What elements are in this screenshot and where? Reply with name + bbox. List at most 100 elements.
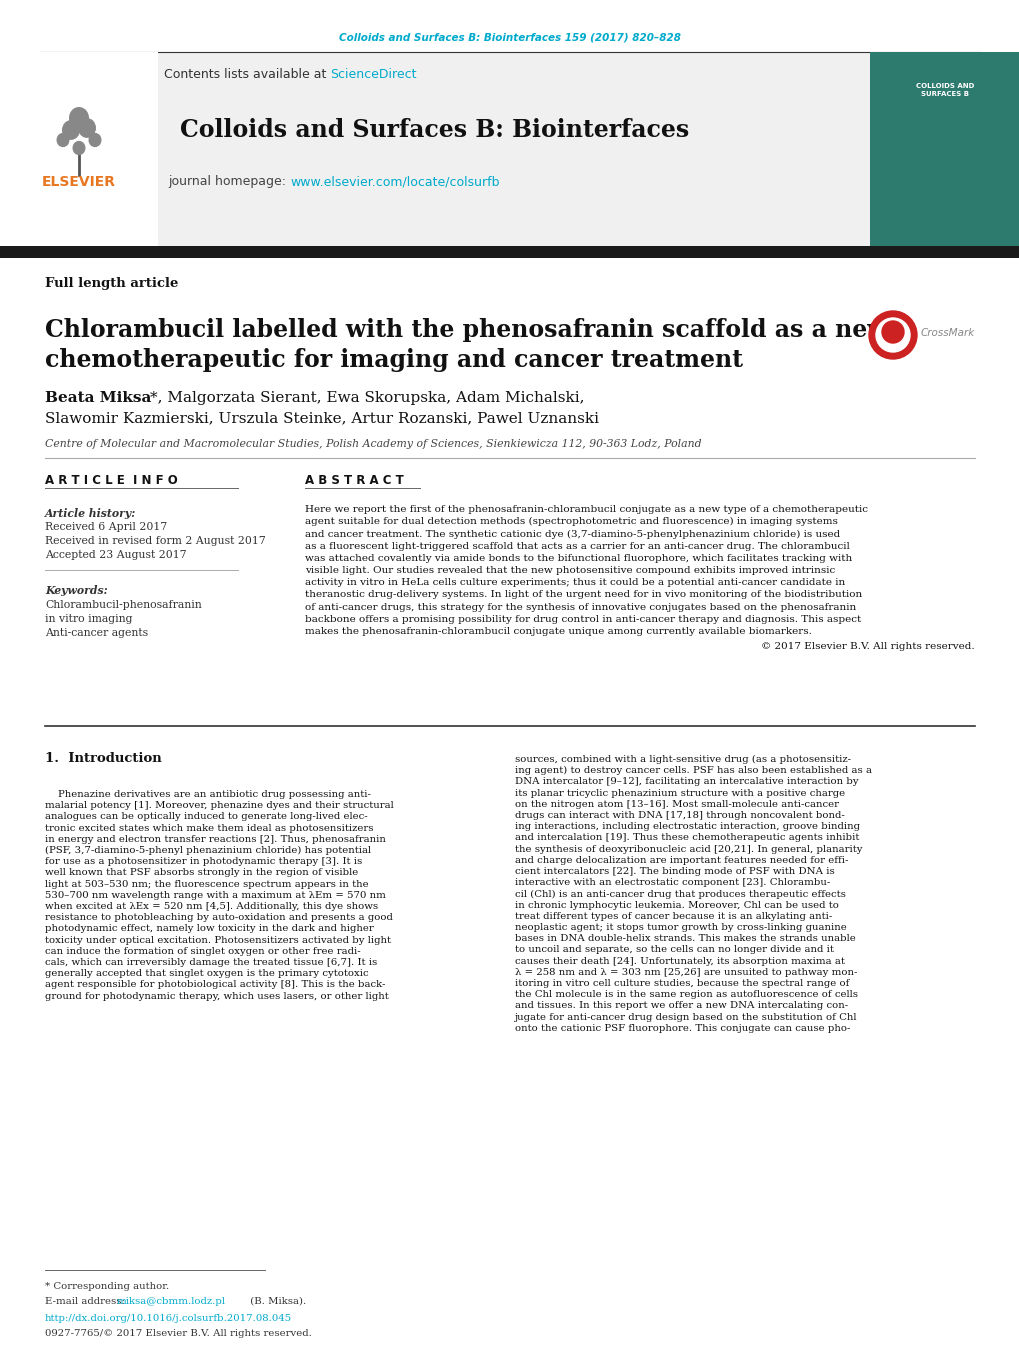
Text: COLLOIDS AND
SURFACES B: COLLOIDS AND SURFACES B	[915, 82, 973, 97]
Text: as a fluorescent light-triggered scaffold that acts as a carrier for an anti-can: as a fluorescent light-triggered scaffol…	[305, 542, 849, 551]
Text: on the nitrogen atom [13–16]. Most small-molecule anti-cancer: on the nitrogen atom [13–16]. Most small…	[515, 800, 839, 809]
Text: A B S T R A C T: A B S T R A C T	[305, 473, 404, 486]
Ellipse shape	[77, 118, 96, 138]
Text: toxicity under optical excitation. Photosensitizers activated by light: toxicity under optical excitation. Photo…	[45, 936, 390, 944]
Text: Full length article: Full length article	[45, 277, 178, 289]
Text: Chlorambucil labelled with the phenosafranin scaffold as a new
chemotherapeutic : Chlorambucil labelled with the phenosafr…	[45, 317, 887, 373]
Text: and cancer treatment. The synthetic cationic dye (3,7-diamino-5-phenylphenaziniu: and cancer treatment. The synthetic cati…	[305, 530, 840, 539]
Text: backbone offers a promising possibility for drug control in anti-cancer therapy : backbone offers a promising possibility …	[305, 615, 860, 624]
Text: cals, which can irreversibly damage the treated tissue [6,7]. It is: cals, which can irreversibly damage the …	[45, 958, 377, 967]
Circle shape	[868, 311, 916, 359]
Text: http://dx.doi.org/10.1016/j.colsurfb.2017.08.045: http://dx.doi.org/10.1016/j.colsurfb.201…	[45, 1315, 291, 1323]
Text: λ = 258 nm and λ = 303 nm [25,26] are unsuited to pathway mon-: λ = 258 nm and λ = 303 nm [25,26] are un…	[515, 967, 857, 977]
Text: DNA intercalator [9–12], facilitating an intercalative interaction by: DNA intercalator [9–12], facilitating an…	[515, 777, 858, 786]
Ellipse shape	[56, 132, 69, 147]
Text: the Chl molecule is in the same region as autofluorescence of cells: the Chl molecule is in the same region a…	[515, 990, 857, 1000]
Text: makes the phenosafranin-chlorambucil conjugate unique among currently available : makes the phenosafranin-chlorambucil con…	[305, 627, 811, 636]
Text: Colloids and Surfaces B: Biointerfaces 159 (2017) 820–828: Colloids and Surfaces B: Biointerfaces 1…	[338, 32, 681, 43]
Text: tronic excited states which make them ideal as photosensitizers: tronic excited states which make them id…	[45, 824, 373, 832]
Text: theranostic drug-delivery systems. In light of the urgent need for in vivo monit: theranostic drug-delivery systems. In li…	[305, 590, 861, 600]
Text: Anti-cancer agents: Anti-cancer agents	[45, 628, 148, 638]
Text: 1.  Introduction: 1. Introduction	[45, 753, 162, 765]
Text: generally accepted that singlet oxygen is the primary cytotoxic: generally accepted that singlet oxygen i…	[45, 969, 368, 978]
Text: and tissues. In this report we offer a new DNA intercalating con-: and tissues. In this report we offer a n…	[515, 1001, 847, 1011]
Circle shape	[881, 322, 903, 343]
Ellipse shape	[62, 120, 79, 141]
Text: visible light. Our studies revealed that the new photosensitive compound exhibit: visible light. Our studies revealed that…	[305, 566, 835, 576]
Text: cient intercalators [22]. The binding mode of PSF with DNA is: cient intercalators [22]. The binding mo…	[515, 867, 834, 875]
Text: analogues can be optically induced to generate long-lived elec-: analogues can be optically induced to ge…	[45, 812, 367, 821]
Text: interactive with an electrostatic component [23]. Chlorambu-: interactive with an electrostatic compon…	[515, 878, 829, 888]
Text: 0927-7765/© 2017 Elsevier B.V. All rights reserved.: 0927-7765/© 2017 Elsevier B.V. All right…	[45, 1329, 312, 1337]
Text: cil (Chl) is an anti-cancer drug that produces therapeutic effects: cil (Chl) is an anti-cancer drug that pr…	[515, 889, 845, 898]
Text: light at 503–530 nm; the fluorescence spectrum appears in the: light at 503–530 nm; the fluorescence sp…	[45, 880, 368, 889]
Text: Chlorambucil-phenosafranin: Chlorambucil-phenosafranin	[45, 600, 202, 611]
Text: and charge delocalization are important features needed for effi-: and charge delocalization are important …	[515, 855, 848, 865]
Text: for use as a photosensitizer in photodynamic therapy [3]. It is: for use as a photosensitizer in photodyn…	[45, 857, 362, 866]
Text: bases in DNA double-helix strands. This makes the strands unable: bases in DNA double-helix strands. This …	[515, 934, 855, 943]
Text: onto the cationic PSF fluorophore. This conjugate can cause pho-: onto the cationic PSF fluorophore. This …	[515, 1024, 850, 1032]
Text: Contents lists available at: Contents lists available at	[163, 69, 330, 81]
FancyBboxPatch shape	[0, 51, 158, 249]
Text: the synthesis of deoxyribonucleic acid [20,21]. In general, planarity: the synthesis of deoxyribonucleic acid […	[515, 844, 862, 854]
Text: in vitro imaging: in vitro imaging	[45, 613, 132, 624]
Text: its planar tricyclic phenazinium structure with a positive charge: its planar tricyclic phenazinium structu…	[515, 789, 845, 797]
Ellipse shape	[89, 132, 102, 147]
FancyBboxPatch shape	[869, 51, 1019, 249]
Text: agent suitable for dual detection methods (spectrophotometric and fluorescence) : agent suitable for dual detection method…	[305, 517, 837, 527]
Text: Accepted 23 August 2017: Accepted 23 August 2017	[45, 550, 186, 561]
Text: Slawomir Kazmierski, Urszula Steinke, Artur Rozanski, Pawel Uznanski: Slawomir Kazmierski, Urszula Steinke, Ar…	[45, 411, 598, 426]
Text: © 2017 Elsevier B.V. All rights reserved.: © 2017 Elsevier B.V. All rights reserved…	[760, 642, 974, 651]
Text: Colloids and Surfaces B: Biointerfaces: Colloids and Surfaces B: Biointerfaces	[180, 118, 689, 142]
Text: CrossMark: CrossMark	[920, 328, 974, 338]
Text: ing agent) to destroy cancer cells. PSF has also been established as a: ing agent) to destroy cancer cells. PSF …	[515, 766, 871, 775]
Text: Here we report the first of the phenosafranin-chlorambucil conjugate as a new ty: Here we report the first of the phenosaf…	[305, 505, 867, 513]
Text: E-mail address:: E-mail address:	[45, 1297, 128, 1306]
Text: photodynamic effect, namely low toxicity in the dark and higher: photodynamic effect, namely low toxicity…	[45, 924, 373, 934]
Text: Article history:: Article history:	[45, 508, 137, 519]
Text: journal homepage:: journal homepage:	[168, 176, 289, 189]
Text: ing interactions, including electrostatic interaction, groove binding: ing interactions, including electrostati…	[515, 823, 859, 831]
Text: Phenazine derivatives are an antibiotic drug possessing anti-: Phenazine derivatives are an antibiotic …	[45, 790, 371, 798]
Text: (PSF, 3,7-diamino-5-phenyl phenazinium chloride) has potential: (PSF, 3,7-diamino-5-phenyl phenazinium c…	[45, 846, 371, 855]
Text: Received 6 April 2017: Received 6 April 2017	[45, 521, 167, 532]
Text: agent responsible for photobiological activity [8]. This is the back-: agent responsible for photobiological ac…	[45, 981, 385, 989]
Text: *, Malgorzata Sierant, Ewa Skorupska, Adam Michalski,: *, Malgorzata Sierant, Ewa Skorupska, Ad…	[150, 390, 584, 405]
Text: resistance to photobleaching by auto-oxidation and presents a good: resistance to photobleaching by auto-oxi…	[45, 913, 392, 923]
Text: Received in revised form 2 August 2017: Received in revised form 2 August 2017	[45, 536, 266, 546]
Text: causes their death [24]. Unfortunately, its absorption maxima at: causes their death [24]. Unfortunately, …	[515, 957, 844, 966]
FancyBboxPatch shape	[0, 246, 1019, 258]
Text: Beata Miksa: Beata Miksa	[45, 390, 151, 405]
Text: 530–700 nm wavelength range with a maximum at λEm = 570 nm: 530–700 nm wavelength range with a maxim…	[45, 890, 385, 900]
Text: ELSEVIER: ELSEVIER	[42, 176, 116, 189]
Text: treat different types of cancer because it is an alkylating anti-: treat different types of cancer because …	[515, 912, 832, 921]
Text: itoring in vitro cell culture studies, because the spectral range of: itoring in vitro cell culture studies, b…	[515, 979, 849, 988]
Text: and intercalation [19]. Thus these chemotherapeutic agents inhibit: and intercalation [19]. Thus these chemo…	[515, 834, 859, 843]
Text: activity in vitro in HeLa cells culture experiments; thus it could be a potentia: activity in vitro in HeLa cells culture …	[305, 578, 845, 588]
Text: jugate for anti-cancer drug design based on the substitution of Chl: jugate for anti-cancer drug design based…	[515, 1013, 857, 1021]
Text: can induce the formation of singlet oxygen or other free radi-: can induce the formation of singlet oxyg…	[45, 947, 361, 955]
Circle shape	[875, 317, 909, 353]
Ellipse shape	[72, 141, 86, 155]
Text: to uncoil and separate, so the cells can no longer divide and it: to uncoil and separate, so the cells can…	[515, 946, 834, 954]
Text: www.elsevier.com/locate/colsurfb: www.elsevier.com/locate/colsurfb	[289, 176, 499, 189]
Text: of anti-cancer drugs, this strategy for the synthesis of innovative conjugates b: of anti-cancer drugs, this strategy for …	[305, 603, 855, 612]
Text: drugs can interact with DNA [17,18] through noncovalent bond-: drugs can interact with DNA [17,18] thro…	[515, 811, 844, 820]
Text: Keywords:: Keywords:	[45, 585, 108, 596]
Text: * Corresponding author.: * Corresponding author.	[45, 1282, 169, 1292]
Text: A R T I C L E  I N F O: A R T I C L E I N F O	[45, 473, 177, 486]
FancyBboxPatch shape	[0, 51, 869, 249]
Text: well known that PSF absorbs strongly in the region of visible: well known that PSF absorbs strongly in …	[45, 869, 358, 877]
Text: ScienceDirect: ScienceDirect	[330, 69, 416, 81]
Text: was attached covalently via amide bonds to the bifunctional fluorophore, which f: was attached covalently via amide bonds …	[305, 554, 852, 563]
Text: in energy and electron transfer reactions [2]. Thus, phenosafranin: in energy and electron transfer reaction…	[45, 835, 385, 844]
Text: (B. Miksa).: (B. Miksa).	[247, 1297, 306, 1306]
Text: malarial potency [1]. Moreover, phenazine dyes and their structural: malarial potency [1]. Moreover, phenazin…	[45, 801, 393, 811]
Text: neoplastic agent; it stops tumor growth by cross-linking guanine: neoplastic agent; it stops tumor growth …	[515, 923, 846, 932]
Text: sources, combined with a light-sensitive drug (as a photosensitiz-: sources, combined with a light-sensitive…	[515, 755, 850, 765]
Text: ground for photodynamic therapy, which uses lasers, or other light: ground for photodynamic therapy, which u…	[45, 992, 388, 1001]
Ellipse shape	[69, 107, 89, 128]
Text: when excited at λEx = 520 nm [4,5]. Additionally, this dye shows: when excited at λEx = 520 nm [4,5]. Addi…	[45, 902, 378, 911]
Text: miksa@cbmm.lodz.pl: miksa@cbmm.lodz.pl	[117, 1297, 226, 1306]
Text: Centre of Molecular and Macromolecular Studies, Polish Academy of Sciences, Sien: Centre of Molecular and Macromolecular S…	[45, 439, 701, 449]
